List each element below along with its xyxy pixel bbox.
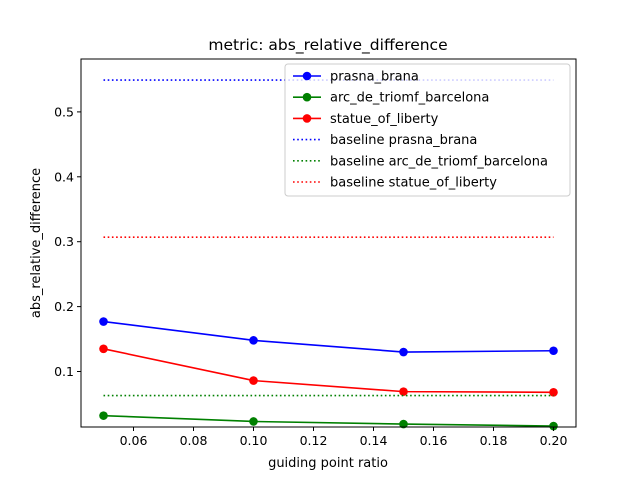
data-point bbox=[399, 387, 408, 396]
series-line-0 bbox=[103, 320, 554, 353]
data-point bbox=[549, 387, 558, 397]
data-point bbox=[249, 417, 258, 426]
data-point bbox=[249, 336, 258, 345]
legend-entry: prasna_brana bbox=[330, 70, 419, 85]
y-axis-label: abs_relative_difference bbox=[29, 168, 44, 318]
legend-entry: baseline statue_of_liberty bbox=[330, 176, 497, 191]
data-point bbox=[549, 421, 558, 431]
legend-marker bbox=[302, 92, 312, 102]
data-point bbox=[249, 376, 258, 385]
data-point bbox=[99, 317, 108, 326]
series-line-2 bbox=[103, 348, 554, 394]
legend-marker bbox=[302, 71, 312, 81]
y-tick-label: 0.3 bbox=[54, 234, 74, 249]
legend-entry: statue_of_liberty bbox=[330, 112, 439, 127]
x-tick-label: 0.16 bbox=[420, 433, 448, 448]
x-tick-label: 0.06 bbox=[120, 433, 148, 448]
plot-frame bbox=[80, 58, 577, 428]
data-point bbox=[549, 346, 558, 356]
legend: prasna_brana arc_de_triomf_barcelonastatu… bbox=[284, 63, 571, 197]
y-tick-label: 0.4 bbox=[54, 169, 74, 184]
series-line-1 bbox=[103, 414, 554, 427]
y-tick-label: 0.2 bbox=[54, 299, 74, 314]
x-tick-label: 0.14 bbox=[360, 433, 388, 448]
data-point bbox=[399, 347, 408, 357]
x-tick-label: 0.18 bbox=[480, 433, 508, 448]
data-point bbox=[99, 344, 108, 354]
y-axis: 0.1 0.2 0.3 0.4 0.5 bbox=[54, 104, 81, 379]
x-axis-label: guiding point ratio bbox=[268, 456, 388, 471]
x-tick-label: 0.08 bbox=[180, 433, 208, 448]
y-tick-label: 0.1 bbox=[54, 364, 74, 379]
x-tick-label: 0.10 bbox=[240, 433, 268, 448]
chart-title: metric: abs_relative_difference bbox=[208, 36, 447, 55]
legend-entry: baseline prasna_brana bbox=[330, 133, 477, 148]
legend-entry: baseline arc_de_triomf_barcelona bbox=[330, 154, 548, 169]
x-tick-label: 0.20 bbox=[540, 433, 568, 448]
x-axis: 0.06 0.08 0.10 0.12 0.14 0.16 0.18 0.20 bbox=[120, 427, 568, 448]
y-tick-label: 0.5 bbox=[54, 104, 74, 119]
data-point bbox=[399, 419, 408, 429]
legend-marker bbox=[302, 114, 312, 123]
data-point bbox=[99, 411, 108, 420]
x-tick-label: 0.12 bbox=[300, 433, 328, 448]
legend-box bbox=[284, 63, 571, 197]
legend-entry: arc_de_triomf_barcelona bbox=[330, 91, 489, 106]
